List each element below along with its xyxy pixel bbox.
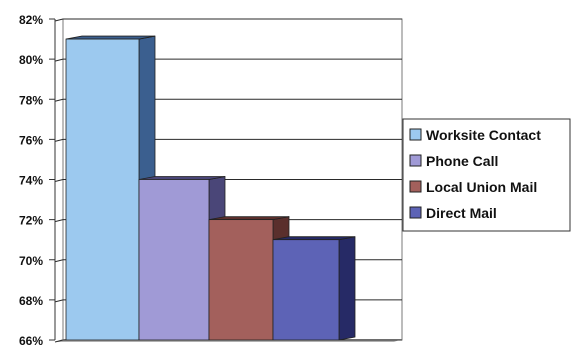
gridline-depth xyxy=(54,18,64,22)
gridline-depth xyxy=(54,259,64,263)
gridline-depth xyxy=(54,138,64,142)
bar-top xyxy=(138,176,226,180)
legend-swatch xyxy=(409,180,422,193)
legend-label: Phone Call xyxy=(426,153,498,169)
y-tick-label: 82% xyxy=(19,13,43,27)
bar-front xyxy=(138,179,210,341)
legend-label: Direct Mail xyxy=(426,205,497,221)
gridline-depth xyxy=(54,219,64,223)
gridline-depth xyxy=(54,179,64,182)
y-tick-label: 66% xyxy=(19,334,43,348)
legend-item: Worksite Contact xyxy=(409,127,541,143)
gridline-depth xyxy=(54,98,64,102)
bar-side xyxy=(338,236,356,341)
bar-top xyxy=(272,236,356,241)
legend-box xyxy=(402,118,571,232)
y-tick-label: 72% xyxy=(19,214,43,228)
bar-top xyxy=(65,35,156,40)
y-tick-label: 76% xyxy=(19,133,43,147)
legend-label: Worksite Contact xyxy=(426,127,541,143)
gridline-depth xyxy=(54,58,64,62)
bar-front xyxy=(272,239,340,341)
bars xyxy=(65,35,356,341)
legend-swatch xyxy=(409,128,422,141)
legend-item: Phone Call xyxy=(409,153,498,169)
y-tick-label: 70% xyxy=(19,254,43,268)
y-tick-label: 68% xyxy=(19,294,43,308)
bar-worksite-contact xyxy=(65,35,156,341)
legend-label: Local Union Mail xyxy=(426,179,537,195)
gridline-depth xyxy=(54,339,64,343)
legend-item: Direct Mail xyxy=(409,205,497,221)
legend-swatch xyxy=(409,206,422,219)
bar-front xyxy=(65,38,140,341)
y-tick-label: 78% xyxy=(19,93,43,107)
bar-top xyxy=(208,216,290,221)
legend-item: Local Union Mail xyxy=(409,179,537,195)
y-tick-label: 74% xyxy=(19,174,43,188)
gridline-depth xyxy=(54,299,64,303)
bar-direct-mail xyxy=(272,236,356,341)
bar-front xyxy=(208,219,274,341)
y-axis: 66% 68% 70% 72% 74% 76% 78% 80% 82% xyxy=(19,13,56,348)
legend: Worksite Contact Phone Call Local Union Ma… xyxy=(402,118,571,232)
legend-swatch xyxy=(409,154,422,167)
y-tick-label: 80% xyxy=(19,53,43,67)
